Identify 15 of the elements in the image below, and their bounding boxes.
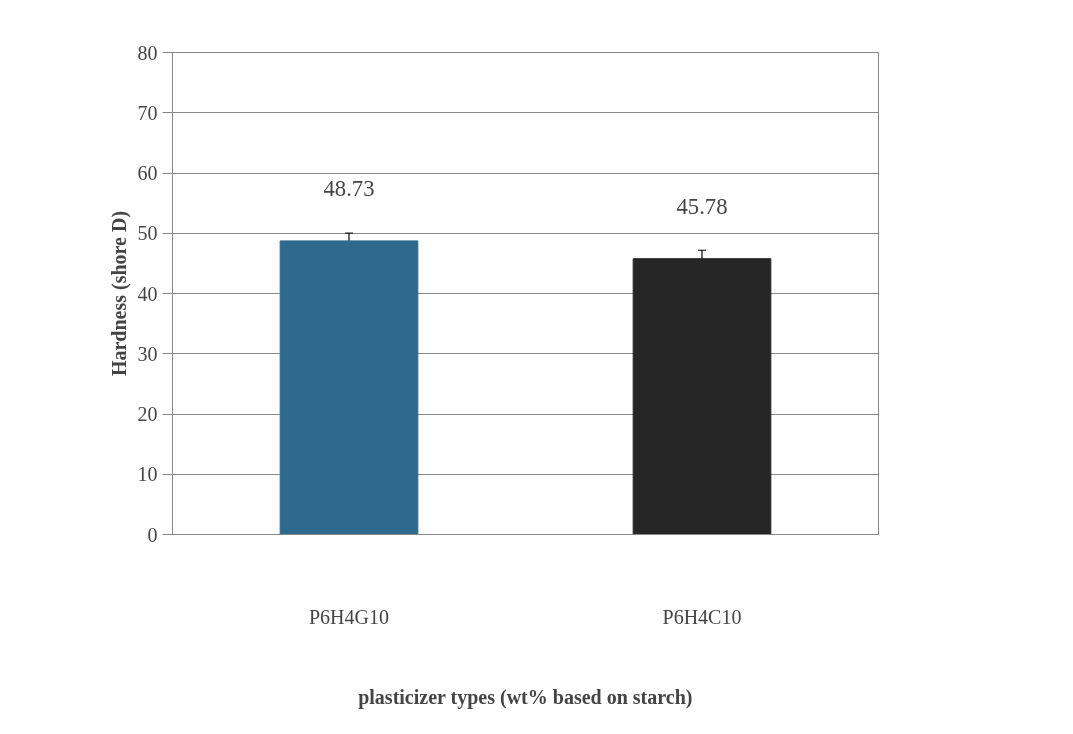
y-axis-title: Hardness (shore D)	[107, 210, 131, 377]
data-label: 45.78	[676, 193, 728, 219]
y-tick-label: 50	[137, 222, 158, 245]
x-tick-label: P6H4G10	[309, 605, 390, 628]
y-tick-label: 30	[137, 342, 158, 365]
y-tick-label: 60	[137, 162, 158, 184]
y-tick-label: 40	[137, 282, 158, 305]
y-tick-label: 10	[137, 463, 158, 486]
y-tick-label: 70	[137, 101, 158, 124]
y-tick-label: 80	[137, 41, 158, 64]
data-label: 48.73	[323, 175, 375, 201]
x-axis-title: plasticizer types (wt% based on starch)	[358, 685, 693, 709]
y-tick-label: 0	[147, 523, 158, 546]
y-tick-label: 20	[137, 403, 158, 425]
x-tick-label: P6H4C10	[662, 605, 742, 628]
